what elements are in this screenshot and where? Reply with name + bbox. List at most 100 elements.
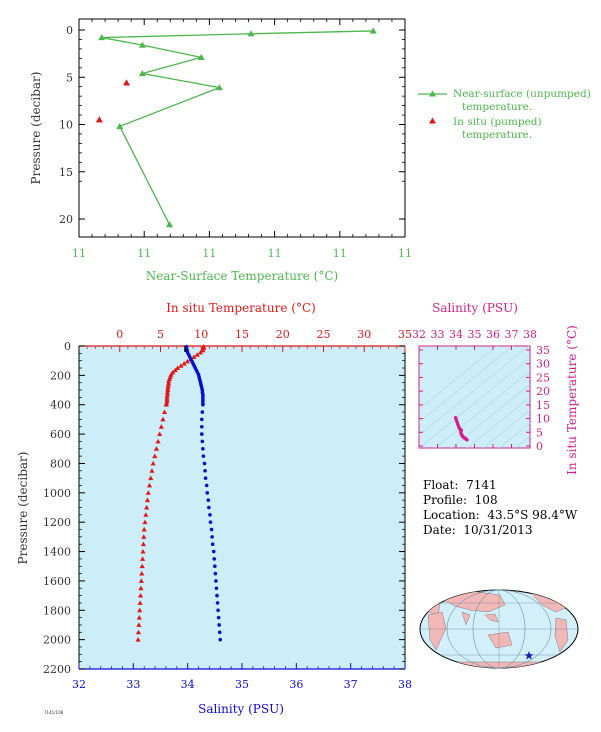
map-meridian <box>446 589 552 669</box>
temperature-point <box>155 438 161 444</box>
profile-value: 108 <box>474 493 498 507</box>
ts-x-tick-label: 32 <box>412 328 426 341</box>
ts-x-tick-label: 33 <box>431 328 445 341</box>
temperature-point <box>135 637 141 642</box>
near-surface-x-tick-label: 11 <box>72 247 86 260</box>
temperature-point <box>149 468 155 473</box>
temperature-point <box>136 622 142 627</box>
figure-id-label: 7141/108 <box>44 710 64 715</box>
temperature-point <box>137 600 143 605</box>
near-surface-x-tick-label: 11 <box>202 247 216 260</box>
ts-y-tick-label: 20 <box>536 385 550 398</box>
temperature-point <box>181 361 187 366</box>
near-surface-point <box>215 84 223 91</box>
near-surface-ticks <box>78 19 406 237</box>
temperature-point <box>148 475 154 481</box>
float-id-label: Float: <box>423 478 459 492</box>
near-surface-x-tick-label: 11 <box>268 247 282 260</box>
salinity-tick-label: 38 <box>398 678 412 691</box>
salinity-point <box>201 454 206 458</box>
salinity-point <box>214 579 218 583</box>
ts-point <box>465 438 469 442</box>
temperature-tick-label: 5 <box>157 328 164 341</box>
legend-marker-near-surface <box>429 90 436 97</box>
float-id-row: Float: 7141 <box>423 478 577 493</box>
temperature-point <box>178 363 184 368</box>
ts-y-tick-label: 0 <box>536 440 543 453</box>
temperature-point <box>191 354 197 359</box>
near-surface-legend: Near-surface (unpumped) temperature. In … <box>418 88 591 141</box>
temperature-point <box>160 416 166 422</box>
ts-y-tick-label: 5 <box>536 426 543 439</box>
temperature-point <box>158 424 164 429</box>
ts-y-axis-title: In situ Temperature (°C) <box>565 325 579 475</box>
ts-density-contour <box>419 346 514 423</box>
ts-y-tick-label: 25 <box>536 371 550 384</box>
temperature-point <box>140 548 146 554</box>
salinity-point <box>208 520 213 524</box>
temperature-point <box>139 563 145 569</box>
temperature-point <box>138 585 144 591</box>
temperature-tick-label: 0 <box>116 328 123 341</box>
near-surface-y-tick-label: 5 <box>66 71 73 84</box>
temperature-point <box>175 365 181 370</box>
ts-density-contour <box>419 346 530 436</box>
near-surface-x-tick-label: 11 <box>333 247 347 260</box>
profile-salinity-tick-labels: 32 33 34 35 36 37 38 <box>72 678 412 691</box>
temperature-point <box>135 629 142 635</box>
in-situ-point <box>95 116 103 123</box>
ts-density-contour <box>498 422 530 448</box>
temperature-point <box>146 482 153 488</box>
temperature-point <box>200 347 206 353</box>
ts-plot-frame <box>418 345 531 449</box>
in-situ-point <box>123 79 131 86</box>
ts-x-tick-label: 34 <box>449 328 463 341</box>
salinity-point <box>202 461 207 466</box>
salinity-point <box>199 432 204 436</box>
temperature-point <box>139 570 145 576</box>
temperature-point <box>165 387 171 392</box>
land-africa <box>427 611 447 651</box>
salinity-point <box>203 468 207 473</box>
land-southeast-asia <box>484 613 499 623</box>
temperature-point <box>137 592 144 598</box>
salinity-point <box>201 402 205 407</box>
salinity-point <box>213 571 218 576</box>
profile-label: Profile: <box>423 493 468 507</box>
temperature-tick-label: 20 <box>276 328 290 341</box>
ts-x-tick-label: 36 <box>486 328 500 341</box>
ts-y-tick-label: 10 <box>536 413 550 426</box>
temperature-point <box>184 358 190 364</box>
temperature-tick-label: 10 <box>194 328 208 341</box>
salinity-point <box>210 535 214 539</box>
location-row: Location: 43.5°S 98.4°W <box>423 508 577 523</box>
ts-density-contour <box>519 336 601 458</box>
pressure-tick-label: 2000 <box>43 634 71 647</box>
salinity-point <box>216 608 220 613</box>
ts-density-contour <box>514 435 530 448</box>
temperature-point <box>138 578 144 583</box>
salinity-point <box>208 513 212 517</box>
near-surface-y-axis-title: Pressure (decibar) <box>29 72 43 185</box>
land-antarctica <box>439 661 561 668</box>
temperature-point <box>143 512 149 517</box>
near-surface-plot-frame <box>78 18 406 238</box>
salinity-tick-label: 32 <box>72 678 86 691</box>
temperature-point <box>136 615 142 620</box>
pressure-tick-label: 400 <box>50 399 71 412</box>
temperature-point <box>152 453 158 459</box>
near-surface-marks <box>95 27 377 228</box>
profile-temperature-tick-labels: 0 5 10 15 20 25 30 35 <box>116 328 412 341</box>
salinity-point <box>211 549 216 554</box>
temperature-tick-label: 15 <box>235 328 249 341</box>
near-surface-point <box>138 69 146 77</box>
temperature-point <box>141 526 147 532</box>
near-surface-point <box>138 41 146 48</box>
ts-density-contour <box>434 370 530 448</box>
near-surface-point <box>98 34 106 41</box>
near-surface-y-tick-labels: 0 5 10 15 20 <box>59 24 73 226</box>
pressure-tick-label: 1800 <box>43 604 71 617</box>
salinity-point <box>217 630 222 635</box>
salinity-point <box>209 527 214 532</box>
float-id-value: 7141 <box>466 478 497 492</box>
